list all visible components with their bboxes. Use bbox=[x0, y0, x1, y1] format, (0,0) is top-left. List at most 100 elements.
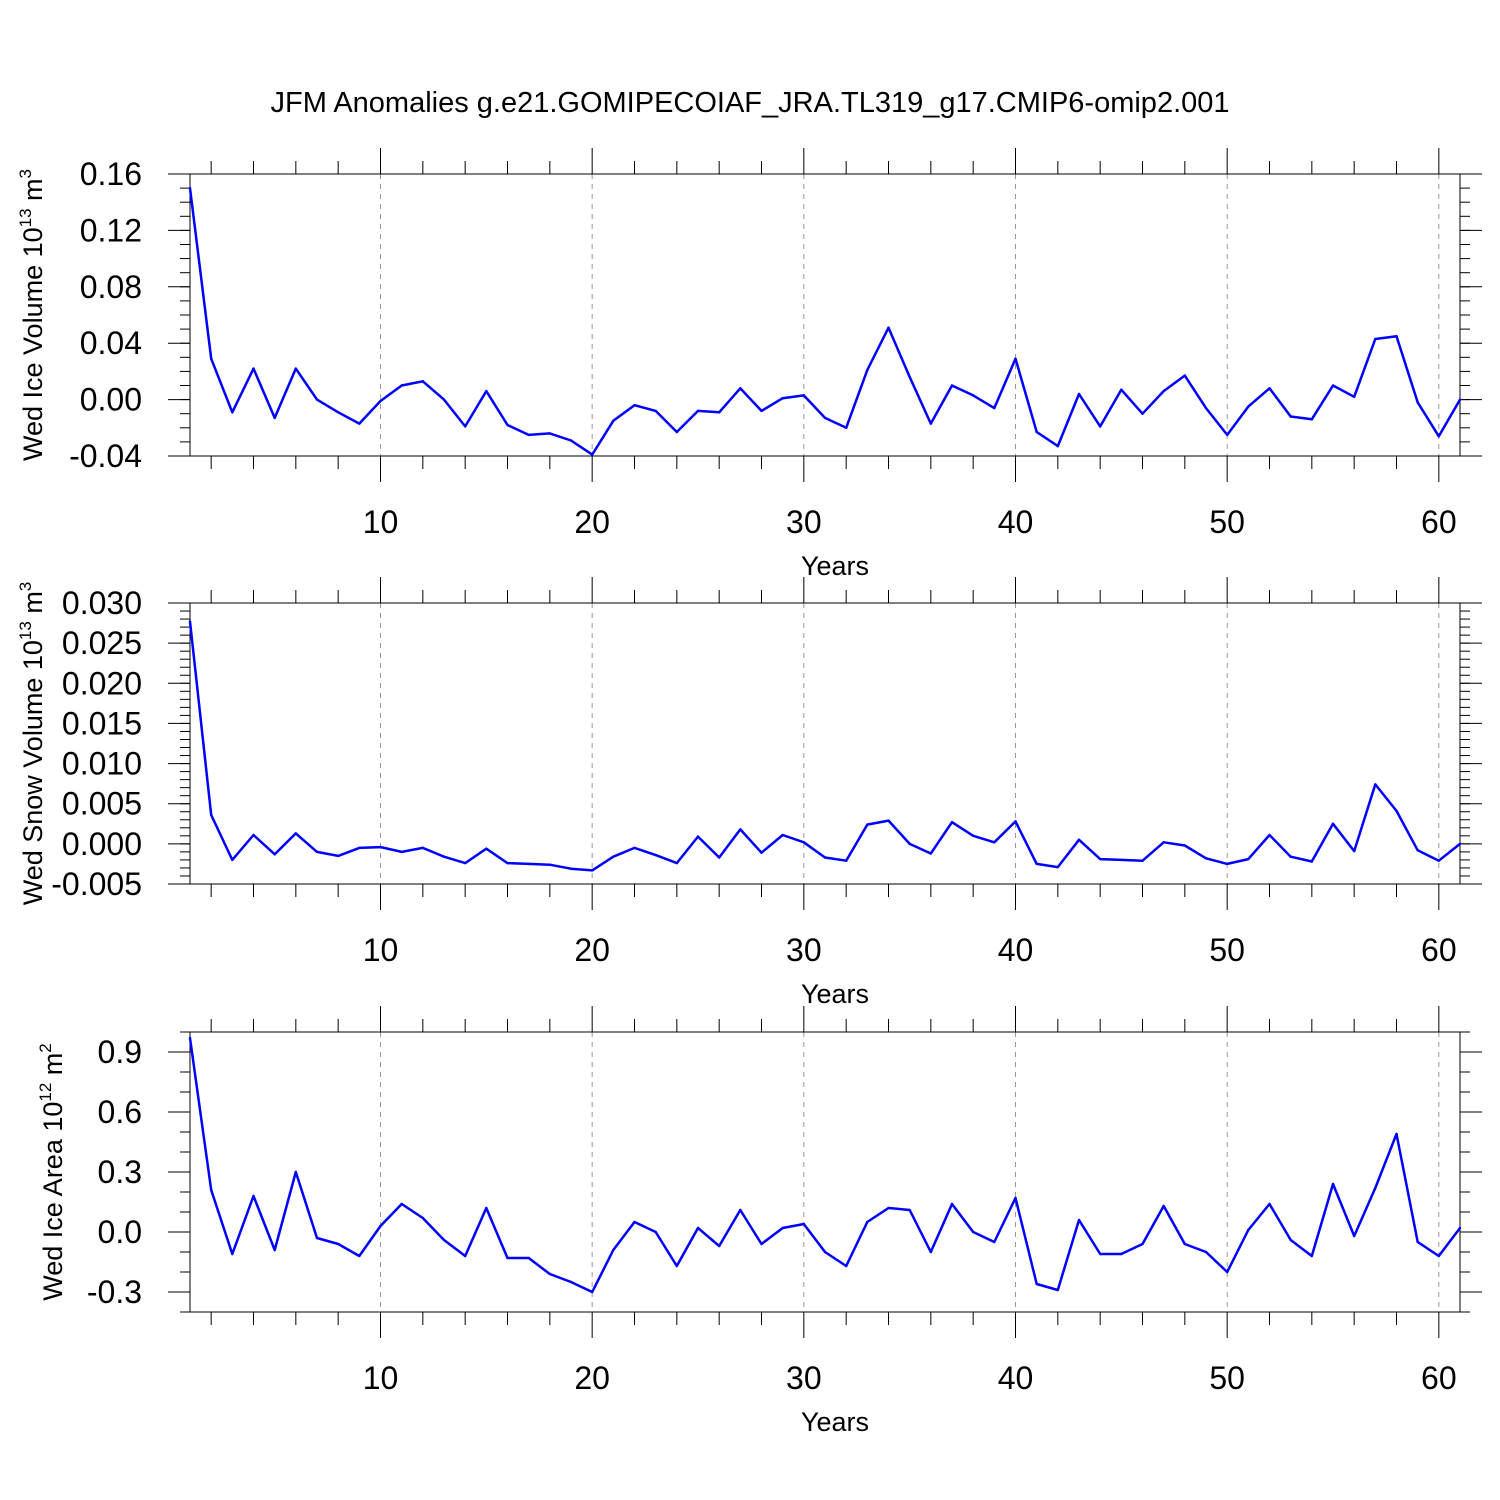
data-point bbox=[1077, 1218, 1081, 1222]
y-tick-label: 0.015 bbox=[62, 705, 142, 741]
data-point bbox=[1268, 1202, 1271, 1206]
x-tick-label: 30 bbox=[786, 504, 822, 540]
data-point bbox=[1416, 401, 1419, 404]
data-point bbox=[231, 1252, 234, 1256]
data-point bbox=[1162, 841, 1165, 844]
y-tick-label: 0.025 bbox=[62, 625, 142, 661]
data-point bbox=[1331, 1182, 1335, 1186]
chart-title: JFM Anomalies g.e21.GOMIPECOIAF_JRA.TL31… bbox=[270, 87, 1229, 119]
data-point bbox=[1077, 392, 1081, 396]
y-axis-title-part: m bbox=[38, 1053, 68, 1083]
data-point bbox=[950, 820, 954, 824]
x-axis-title: Years bbox=[801, 551, 869, 581]
data-point bbox=[1098, 857, 1102, 861]
data-point bbox=[1225, 862, 1229, 866]
panels: 10 20 30 40 50 60 Years -0.04 0.00 0.04 0.08 0.12 0.… bbox=[16, 148, 1482, 1437]
data-point bbox=[1437, 1254, 1441, 1258]
x-tick-label: 20 bbox=[574, 504, 610, 540]
y-axis-title-superscript: 12 bbox=[36, 1083, 55, 1102]
data-point bbox=[421, 380, 425, 383]
y-tick-label: -0.04 bbox=[69, 438, 142, 474]
data-point bbox=[358, 422, 361, 425]
data-point bbox=[1120, 858, 1123, 862]
data-point bbox=[1352, 849, 1356, 853]
data-point bbox=[1162, 1204, 1165, 1208]
data-point bbox=[908, 375, 911, 379]
data-point bbox=[1098, 1252, 1102, 1256]
data-point bbox=[485, 847, 488, 850]
data-point bbox=[548, 863, 552, 866]
y-tick-label: 0.00 bbox=[80, 382, 142, 418]
data-point bbox=[569, 1280, 573, 1284]
data-point bbox=[971, 394, 975, 397]
y-axis-title-superscript: 13 bbox=[16, 208, 35, 227]
x-tick-label: 10 bbox=[363, 932, 399, 968]
data-point bbox=[421, 846, 425, 850]
data-point bbox=[252, 833, 255, 837]
y-tick-label: 0.000 bbox=[62, 826, 142, 862]
y-axis-title-superscript: 3 bbox=[16, 169, 35, 178]
data-point bbox=[527, 1256, 530, 1260]
data-point bbox=[463, 1254, 467, 1258]
data-point bbox=[802, 841, 806, 844]
data-point bbox=[993, 841, 996, 844]
data-point bbox=[590, 453, 594, 456]
data-point bbox=[1014, 357, 1017, 360]
data-point bbox=[1352, 395, 1356, 398]
data-point bbox=[823, 856, 827, 859]
y-tick-label: 0.030 bbox=[62, 585, 142, 621]
data-point bbox=[1014, 820, 1017, 823]
data-point bbox=[379, 845, 382, 849]
data-point bbox=[336, 1242, 340, 1246]
data-point bbox=[421, 1216, 425, 1220]
data-point bbox=[950, 1202, 954, 1206]
data-point bbox=[696, 1226, 700, 1230]
data-point bbox=[823, 1250, 827, 1254]
x-tick-label: 10 bbox=[363, 1360, 399, 1396]
y-tick-label: 0.005 bbox=[62, 786, 142, 822]
data-point bbox=[506, 423, 509, 427]
data-point bbox=[1310, 418, 1314, 421]
data-point bbox=[908, 1208, 911, 1212]
data-point bbox=[887, 1206, 890, 1210]
data-point bbox=[442, 1238, 446, 1242]
data-point bbox=[1395, 1132, 1398, 1136]
data-point bbox=[1141, 859, 1144, 862]
x-tick-label: 20 bbox=[574, 1360, 610, 1396]
data-point bbox=[760, 409, 763, 413]
data-point bbox=[908, 842, 911, 846]
data-point bbox=[1395, 334, 1398, 338]
data-point bbox=[188, 1036, 192, 1040]
data-point bbox=[971, 834, 975, 838]
data-point bbox=[1247, 857, 1250, 861]
x-tick-label: 40 bbox=[998, 932, 1034, 968]
data-point bbox=[654, 853, 657, 857]
data-point bbox=[1077, 838, 1081, 842]
panel-2: 10 20 30 40 50 60 Years -0.005 0.000 0.005 0.010 0.… bbox=[16, 577, 1482, 1009]
data-point bbox=[739, 1208, 742, 1212]
data-point bbox=[336, 854, 340, 858]
y-tick-label: 0.6 bbox=[98, 1094, 142, 1130]
data-point bbox=[866, 1220, 869, 1224]
data-point bbox=[760, 851, 763, 854]
data-point bbox=[993, 406, 996, 410]
data-point bbox=[1225, 1270, 1229, 1274]
x-tick-label: 40 bbox=[998, 504, 1034, 540]
data-point bbox=[633, 404, 636, 407]
x-tick-label: 60 bbox=[1421, 504, 1457, 540]
data-point bbox=[802, 1222, 806, 1226]
data-point bbox=[760, 1242, 763, 1246]
data-point bbox=[612, 419, 615, 422]
data-point bbox=[358, 846, 361, 850]
data-point bbox=[400, 1202, 403, 1206]
data-point bbox=[929, 422, 933, 425]
data-point bbox=[506, 1256, 509, 1260]
data-point bbox=[1141, 412, 1144, 415]
y-axis-title-superscript: 3 bbox=[16, 582, 35, 591]
y-axis-title-part: Wed Ice Volume 10 bbox=[18, 227, 48, 461]
data-point bbox=[887, 819, 890, 822]
data-point bbox=[1374, 337, 1377, 341]
data-point bbox=[1247, 405, 1250, 408]
data-point bbox=[1056, 865, 1060, 869]
data-point bbox=[929, 1250, 933, 1254]
